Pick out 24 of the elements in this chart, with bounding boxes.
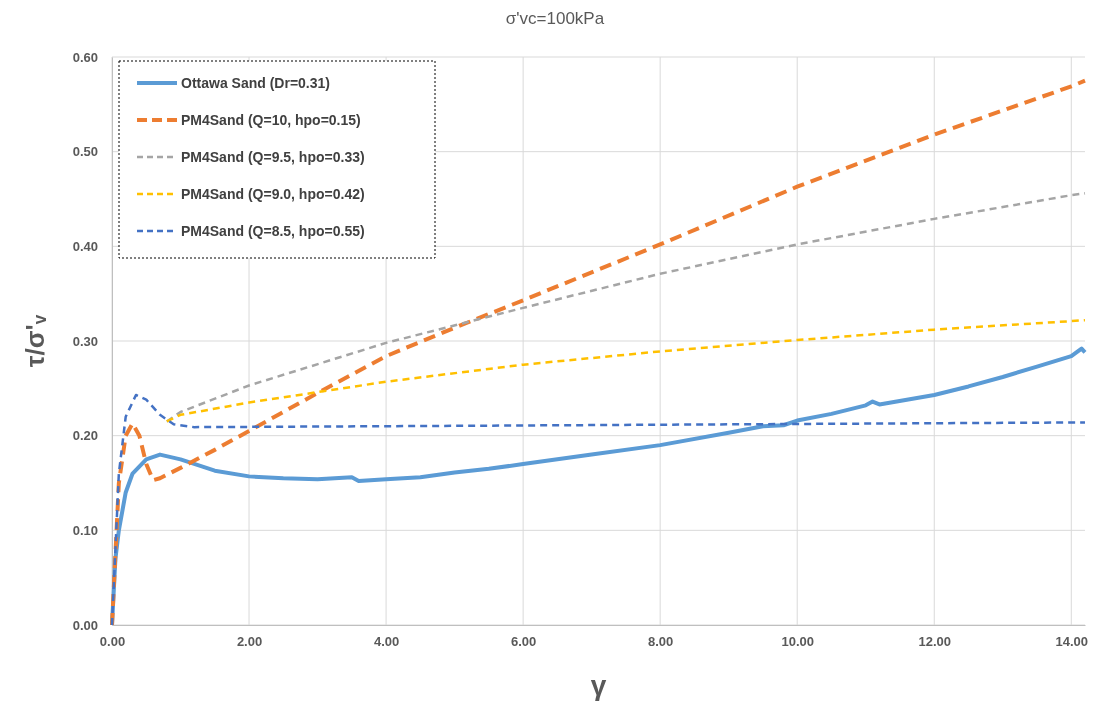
- x-tick-label: 8.00: [648, 634, 674, 650]
- legend-label: PM4Sand (Q=9.5, hpo=0.33): [181, 149, 365, 165]
- x-axis-title: γ: [590, 670, 607, 701]
- x-tick-label: 6.00: [510, 634, 537, 650]
- legend-label: PM4Sand (Q=8.5, hpo=0.55): [181, 223, 365, 239]
- y-tick-label: 0.10: [72, 522, 98, 538]
- x-tick-label: 4.00: [373, 634, 400, 650]
- y-tick-label: 0.50: [72, 144, 98, 160]
- x-tick-label: 10.00: [781, 634, 814, 650]
- y-tick-label: 0.60: [72, 49, 98, 65]
- legend-label: PM4Sand (Q=9.0, hpo=0.42): [181, 186, 365, 202]
- x-tick-label: 14.00: [1055, 634, 1089, 650]
- y-tick-label: 0.00: [72, 617, 98, 633]
- legend-label: Ottawa Sand (Dr=0.31): [181, 75, 330, 91]
- y-tick-label: 0.40: [72, 238, 98, 254]
- chart-title: σ'vc=100kPa: [505, 9, 605, 28]
- x-tick-label: 12.00: [918, 634, 952, 650]
- y-axis-title: τ/σ'ᵥ: [20, 314, 50, 368]
- x-tick-label: 2.00: [236, 634, 263, 650]
- y-tick-label: 0.30: [72, 333, 98, 349]
- x-tick-label: 0.00: [99, 634, 126, 650]
- legend-label: PM4Sand (Q=10, hpo=0.15): [181, 112, 361, 128]
- y-tick-label: 0.20: [72, 428, 98, 444]
- line-series: [165, 318, 1087, 423]
